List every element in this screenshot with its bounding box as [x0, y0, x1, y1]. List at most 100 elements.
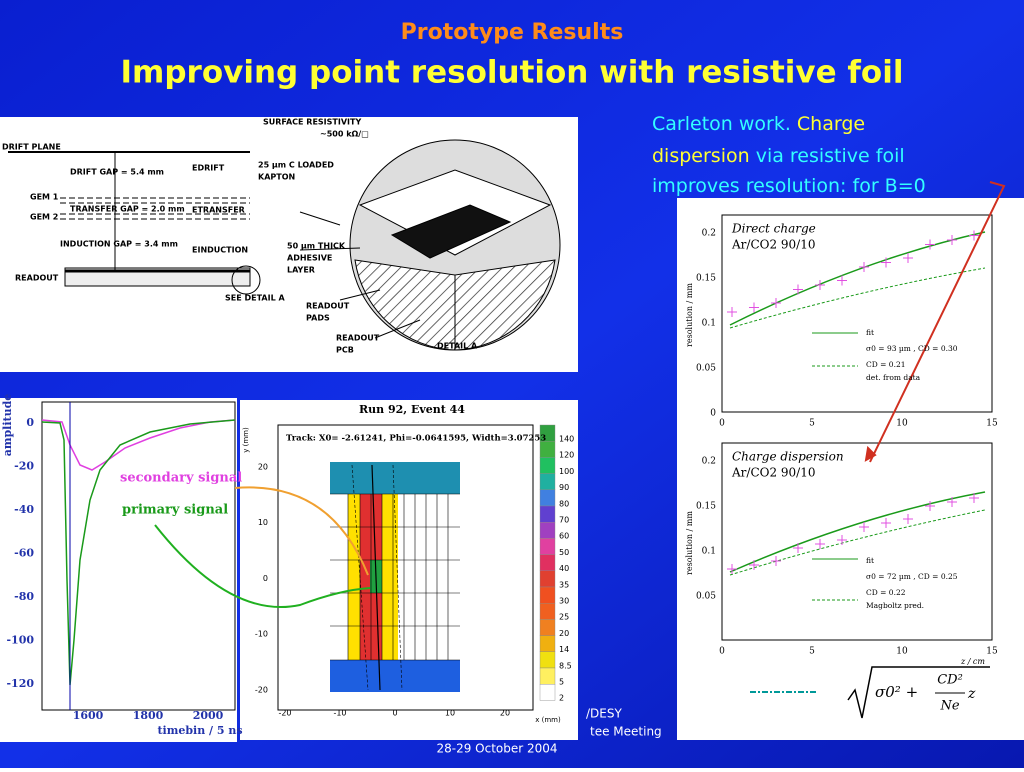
signal-figure: [0, 398, 237, 742]
diagram-label: PADS: [306, 314, 330, 323]
colorbar-label: 100: [559, 467, 574, 476]
tick-label: 10: [896, 419, 908, 429]
cross: [749, 302, 759, 313]
tick-label: 0.1: [702, 547, 716, 557]
legend-label: fit: [866, 328, 874, 337]
colorbar-label: 35: [559, 580, 569, 589]
diagram-label: ~500 kΩ/□: [320, 130, 369, 139]
diagram-label: DETAIL A: [437, 342, 478, 351]
tick-label: 1600: [73, 709, 104, 722]
cross: [903, 514, 913, 524]
colorbar-label: 70: [559, 516, 569, 525]
cross: [749, 560, 759, 570]
colorbar-label: 8.5: [559, 661, 572, 670]
diagram-label: INDUCTION GAP = 3.4 mm: [60, 240, 178, 249]
tick-label: 0: [26, 416, 34, 429]
colorbar-label: 20: [559, 629, 569, 638]
note-line: Carleton work. Charge: [652, 113, 865, 135]
axis-label: y (mm): [242, 427, 250, 453]
diagram-label: EDRIFT: [192, 164, 225, 173]
resolution-drawing: [721, 214, 993, 719]
diagram-label: READOUT: [336, 334, 380, 343]
legend-label: fit: [866, 556, 874, 565]
tick-label: 0: [392, 709, 397, 718]
colorbar-cell: [539, 667, 556, 685]
diagram-label: SEE DETAIL A: [225, 294, 285, 303]
title: Improving point resolution with resistiv…: [121, 55, 904, 91]
colorbar-label: 40: [559, 564, 569, 573]
formula: σ0² +: [875, 683, 918, 701]
note-text: improves resolution: for B=0: [652, 175, 926, 197]
colorbar-cell: [539, 505, 556, 523]
diagram-label: DRIFT PLANE: [2, 143, 61, 152]
cross: [947, 235, 957, 245]
legend-label: det. from data: [866, 373, 921, 382]
legend-label: σ0 = 93 µm , CD = 0.30: [866, 344, 958, 353]
track-info: Track: X0= -2.61241, Phi=-0.0641595, Wid…: [286, 434, 546, 444]
cross: [969, 493, 979, 503]
tick-label: -60: [14, 547, 34, 560]
axis-label: timebin / 5 ns: [157, 724, 242, 737]
colorbar-cell: [539, 457, 556, 474]
tick-label: -20: [278, 709, 291, 718]
footer: 28-29 October 2004: [436, 742, 557, 756]
cross: [727, 564, 737, 574]
tick-label: 20: [258, 463, 268, 472]
tick-label: 1800: [133, 709, 164, 722]
tick-label: 0.2: [702, 229, 716, 239]
note-text: Carleton work.: [652, 113, 797, 135]
colorbar-label: 25: [559, 613, 569, 622]
legend-label: CD = 0.22: [866, 588, 906, 597]
note-text: Charge: [797, 113, 865, 135]
tick-label: 0: [710, 409, 716, 419]
note-line: dispersion via resistive foil: [652, 145, 905, 167]
cross: [837, 535, 847, 545]
colorbar-cell: [539, 554, 556, 571]
diagram-label: ETRANSFER: [192, 206, 245, 215]
note-text: via resistive foil: [750, 145, 905, 167]
note-text: dispersion: [652, 145, 750, 167]
diagram-label: LAYER: [287, 266, 315, 275]
tick-label: -20: [14, 460, 34, 473]
cross: [793, 284, 803, 295]
colorbar-cell: [539, 635, 556, 652]
colorbar-label: 60: [559, 532, 569, 541]
cross: [771, 298, 781, 308]
colorbar-label: 2: [559, 694, 564, 703]
colorbar-cell: [539, 651, 556, 669]
resolution-figure: [677, 198, 1024, 740]
cross: [815, 539, 825, 549]
colorbar-cell: [539, 684, 556, 701]
cross: [815, 280, 825, 290]
tick-label: -80: [14, 590, 34, 603]
footer: /DESY: [586, 707, 622, 721]
formula: CD²: [937, 673, 963, 688]
colorbar-cell: [539, 586, 556, 604]
cross: [793, 543, 803, 553]
signal-drawing: [41, 401, 236, 711]
axis-label: resolution / mm: [685, 283, 694, 347]
colorbar-label: 5: [559, 678, 564, 687]
diagram-label: DRIFT GAP = 5.4 mm: [70, 168, 164, 177]
colorbar-cell: [539, 522, 556, 539]
tick-label: 10: [896, 647, 908, 657]
diagram-label: READOUT: [306, 302, 350, 311]
cross: [903, 253, 913, 263]
colorbar-label: 80: [559, 499, 569, 508]
tick-label: -10: [255, 630, 268, 639]
colorbar-cell: [539, 538, 556, 555]
cross: [859, 262, 869, 272]
diagram-label: ADHESIVE: [287, 254, 332, 263]
cross: [969, 230, 979, 241]
legend-label: σ0 = 72 µm , CD = 0.25: [866, 572, 958, 581]
tick-label: 2000: [193, 709, 224, 722]
cross: [925, 501, 935, 511]
cross: [881, 257, 891, 268]
formula: z: [967, 686, 976, 702]
diagram-label: TRANSFER GAP = 2.0 mm: [70, 205, 185, 214]
colorbar-cell: [539, 473, 556, 491]
tick-label: 5: [809, 419, 815, 429]
tick-label: 0: [263, 574, 268, 583]
cross: [947, 497, 957, 507]
diagram-label: 50 µm THICK: [287, 242, 346, 251]
